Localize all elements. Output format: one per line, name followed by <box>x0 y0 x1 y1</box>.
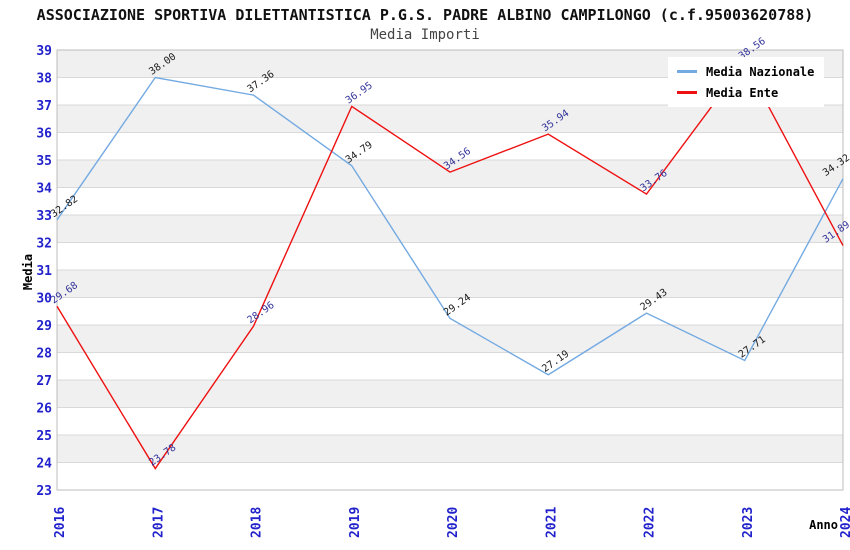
y-tick-label: 38 <box>36 72 52 87</box>
legend-item-media-ente: Media Ente <box>677 82 814 103</box>
x-tick-label: 2021 <box>544 507 559 538</box>
x-tick-label: 2024 <box>839 507 850 538</box>
series-line <box>56 76 844 376</box>
media-nazionale-line-swatch <box>677 70 697 73</box>
y-tick-label: 39 <box>36 44 52 59</box>
legend-label-media-ente: Media Ente <box>706 85 779 100</box>
y-axis-title: Media <box>21 253 35 291</box>
y-tick-label: 23 <box>36 484 52 499</box>
y-tick-label: 27 <box>36 374 52 389</box>
y-tick-label: 25 <box>36 429 52 444</box>
y-tick-label: 28 <box>36 347 52 362</box>
media-ente-line-swatch <box>677 91 697 94</box>
y-tick-label: 35 <box>36 154 52 169</box>
x-tick-label: 2017 <box>151 507 166 538</box>
chart-subtitle: Media Importi <box>370 27 480 43</box>
x-tick-label: 2019 <box>348 507 363 538</box>
y-tick-label: 36 <box>36 127 52 142</box>
x-axis-title: Anno <box>809 518 838 532</box>
y-tick-label: 32 <box>36 237 52 252</box>
chart-legend: Media Nazionale Media Ente <box>668 57 825 107</box>
x-tick-label: 2023 <box>741 507 756 538</box>
x-tick-label: 2022 <box>643 507 658 538</box>
y-tick-label: 34 <box>36 182 52 197</box>
y-tick-label: 29 <box>36 319 52 334</box>
legend-item-media-nazionale: Media Nazionale <box>677 61 814 82</box>
y-tick-label: 24 <box>36 457 52 472</box>
y-tick-label: 37 <box>36 99 52 114</box>
y-tick-label: 33 <box>36 209 52 224</box>
y-tick-label: 31 <box>36 264 52 279</box>
legend-label-media-nazionale: Media Nazionale <box>706 64 815 79</box>
y-tick-label: 30 <box>36 292 52 307</box>
chart-title: ASSOCIAZIONE SPORTIVA DILETTANTISTICA P.… <box>36 6 814 24</box>
x-tick-label: 2018 <box>250 507 265 538</box>
x-tick-label: 2020 <box>446 507 461 538</box>
x-tick-label: 2016 <box>53 507 68 538</box>
y-tick-label: 26 <box>36 402 52 417</box>
